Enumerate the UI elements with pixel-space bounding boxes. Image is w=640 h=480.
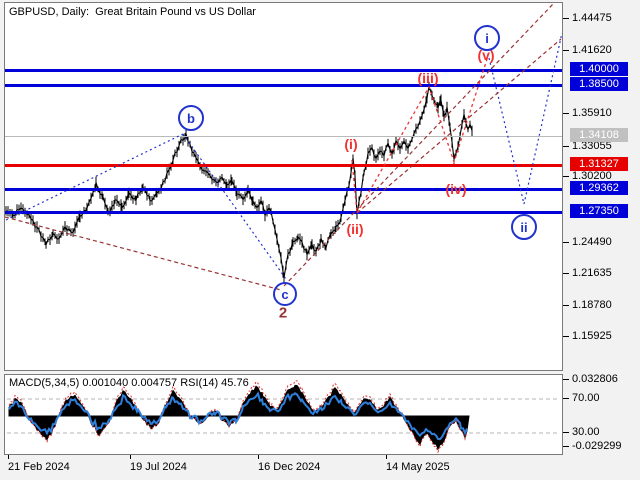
price-badge-1.40000: 1.40000 — [570, 62, 628, 76]
wave-label-circled-c: c — [273, 282, 297, 306]
price-tick-label-1.30200: 1.30200 — [572, 170, 612, 182]
price-level-line-1.27350 — [5, 211, 562, 214]
date-label-21-Feb-2024: 21 Feb 2024 — [8, 461, 70, 473]
price-tick-label-1.41620: 1.41620 — [572, 44, 612, 56]
price-level-line-1.31327 — [5, 164, 562, 167]
rsi-line — [8, 391, 468, 441]
date-label-16-Dec-2024: 16 Dec 2024 — [258, 461, 321, 473]
price-tick-dash-1.21635 — [563, 273, 569, 274]
date-tick-21-Feb-2024 — [8, 455, 9, 459]
price-badge-1.27350: 1.27350 — [570, 204, 628, 218]
indicator-tick-dash-0.032806 — [563, 379, 569, 380]
trendline-brick-channel-down — [5, 216, 282, 291]
price-badge-1.34108: 1.34108 — [570, 128, 628, 142]
price-badge-1.29362: 1.29362 — [570, 181, 628, 195]
wave-label-circled-ii: ii — [511, 214, 537, 240]
date-label-19-Jul-2024: 19 Jul 2024 — [130, 461, 187, 473]
price-badge-1.31327: 1.31327 — [570, 157, 628, 171]
price-tick-label-1.44475: 1.44475 — [572, 12, 612, 24]
price-tick-dash-1.30200 — [563, 176, 569, 177]
indicator-tick-dash-30.00 — [563, 432, 569, 433]
wave-label-v: (v) — [477, 47, 495, 63]
price-tick-label-1.24490: 1.24490 — [572, 236, 612, 248]
price-tick-dash-1.44475 — [563, 18, 569, 19]
trendline-blue-support-to-b — [5, 133, 184, 221]
wave-label-ii: (ii) — [346, 221, 364, 237]
wave-label-iv: (iv) — [445, 181, 467, 197]
price-tick-dash-1.15925 — [563, 336, 569, 337]
date-tick-16-Dec-2024 — [258, 455, 259, 459]
trendline-brick-diag-ii-fan — [356, 38, 562, 214]
indicator-tick-label--0.029299: -0.029299 — [572, 440, 622, 452]
indicator-tick-label-0.032806: 0.032806 — [572, 373, 618, 385]
wave-trendlines-canvas — [5, 3, 562, 291]
indicator-tick-label-70.00: 70.00 — [572, 392, 600, 404]
trendline-red-wave-i-ii — [351, 159, 358, 214]
price-tick-label-1.21635: 1.21635 — [572, 267, 612, 279]
indicator-tick-dash--0.029299 — [563, 446, 569, 447]
indicator-tick-dash-70.00 — [563, 398, 569, 399]
wave-label-circled-b: b — [178, 105, 204, 131]
price-tick-dash-1.18780 — [563, 305, 569, 306]
price-level-line-1.38500 — [5, 84, 562, 87]
price-tick-dash-1.35910 — [563, 113, 569, 114]
main-chart-panel[interactable]: GBPUSD, Daily: Great Britain Pound vs US… — [4, 2, 563, 371]
price-level-line-1.40000 — [5, 69, 562, 72]
price-tick-label-1.15925: 1.15925 — [572, 330, 612, 342]
indicator-canvas[interactable] — [5, 375, 562, 454]
date-tick-19-Jul-2024 — [130, 455, 131, 459]
price-level-line-1.29362 — [5, 188, 562, 191]
price-tick-label-1.18780: 1.18780 — [572, 299, 612, 311]
wave-label-2: 2 — [278, 304, 288, 322]
price-tick-dash-1.41620 — [563, 50, 569, 51]
trendline-blue-b-to-c — [182, 133, 287, 280]
price-tick-label-1.33055: 1.33055 — [572, 140, 612, 152]
price-tick-label-1.35910: 1.35910 — [572, 107, 612, 119]
wave-label-i: (i) — [344, 136, 358, 152]
price-tick-dash-1.24490 — [563, 242, 569, 243]
indicator-tick-label-30.00: 30.00 — [572, 426, 600, 438]
indicator-label: MACD(5,34,5) 0.001040 0.004757 RSI(14) 4… — [9, 377, 249, 389]
date-tick-14-May-2025 — [386, 455, 387, 459]
wave-label-iii: (iii) — [417, 70, 439, 86]
trendline-blue-projection-v — [488, 32, 562, 205]
price-level-line-1.34108 — [5, 136, 562, 137]
price-badge-1.38500: 1.38500 — [570, 77, 628, 91]
trendline-brick-diag-2-upright — [283, 3, 555, 287]
chart-title: GBPUSD, Daily: Great Britain Pound vs US… — [9, 6, 256, 18]
date-label-14-May-2025: 14 May 2025 — [386, 461, 450, 473]
wave-label-circled-i: i — [474, 25, 500, 51]
trendline-red-wave-ii-iii-iv-v — [356, 55, 489, 214]
price-tick-dash-1.33055 — [563, 146, 569, 147]
indicator-panel[interactable]: MACD(5,34,5) 0.001040 0.004757 RSI(14) 4… — [4, 374, 563, 455]
